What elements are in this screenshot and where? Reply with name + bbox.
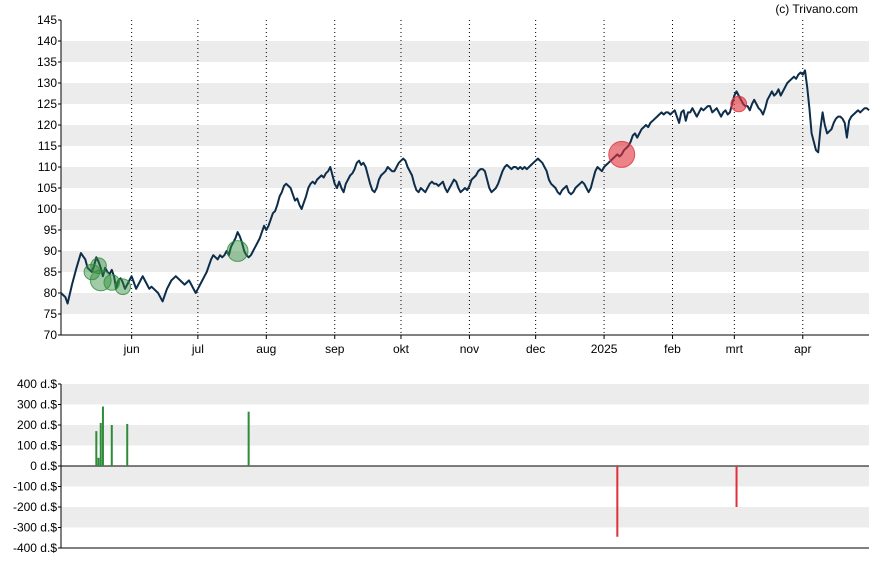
y-tick-label: 300 d.$ (17, 398, 57, 412)
grid-band (61, 466, 869, 487)
sell-marker (608, 140, 636, 168)
grid-band (61, 209, 869, 230)
x-tick-label: sep (325, 342, 345, 356)
y-tick-label: 0 d.$ (30, 459, 57, 473)
y-tick-label: 80 (44, 286, 58, 300)
x-tick-label: aug (256, 342, 276, 356)
sell-marker (730, 95, 748, 113)
buy-marker (103, 274, 121, 291)
y-tick-label: 200 d.$ (17, 418, 57, 432)
price-chart: 70 75 80 85 90 95 100 105 110 115 120 125 130 135 140 1… (37, 13, 870, 356)
x-tick-label: jun (123, 342, 140, 356)
y-tick-label: 85 (44, 265, 58, 279)
grid-band (61, 83, 869, 104)
y-tick-label: 400 d.$ (17, 377, 57, 391)
y-tick-label: 140 (37, 34, 57, 48)
y-tick-label: -300 d.$ (13, 521, 57, 535)
y-tick-label: 145 (37, 13, 57, 27)
price-line (60, 69, 870, 305)
buy-marker (226, 240, 249, 262)
x-tick-label: jul (191, 342, 204, 356)
grid-band (61, 507, 869, 528)
x-tick-label: mrt (726, 342, 744, 356)
grid-band (61, 425, 869, 446)
grid-band (61, 384, 869, 405)
y-tick-label: 130 (37, 76, 57, 90)
y-tick-label: -400 d.$ (13, 541, 57, 555)
x-tick-label: dec (526, 342, 545, 356)
buy-marker (114, 278, 132, 296)
y-tick-label: 75 (44, 307, 58, 321)
y-tick-label: 100 d.$ (17, 439, 57, 453)
y-tick-label: 90 (44, 244, 58, 258)
buy-marker (89, 269, 112, 292)
y-tick-label: 125 (37, 97, 57, 111)
y-tick-label: 135 (37, 55, 57, 69)
transaction-chart: 400 d.$ 300 d.$ 200 d.$ 100 d.$ 0 d.$ -100 d.… (13, 377, 869, 555)
grid-band (61, 125, 869, 146)
x-tick-label: okt (393, 342, 410, 356)
y-tick-label: -200 d.$ (13, 500, 57, 514)
buy-marker (83, 263, 101, 281)
y-tick-label: -100 d.$ (13, 480, 57, 494)
y-tick-label: 100 (37, 202, 57, 216)
grid-band (61, 251, 869, 272)
credit-label: (c) Trivano.com (775, 2, 858, 16)
x-tick-label: apr (794, 342, 811, 356)
grid-band (61, 293, 869, 314)
x-tick-label: feb (664, 342, 681, 356)
y-tick-label: 120 (37, 118, 57, 132)
grid-band (61, 167, 869, 188)
y-tick-label: 70 (44, 328, 58, 342)
grid-band (61, 41, 869, 62)
buy-marker (90, 257, 107, 275)
x-tick-label: 2025 (591, 342, 618, 356)
y-tick-label: 95 (44, 223, 58, 237)
x-tick-label: nov (460, 342, 479, 356)
y-tick-label: 110 (38, 160, 57, 174)
y-tick-label: 105 (37, 181, 57, 195)
y-tick-label: 115 (38, 139, 57, 153)
